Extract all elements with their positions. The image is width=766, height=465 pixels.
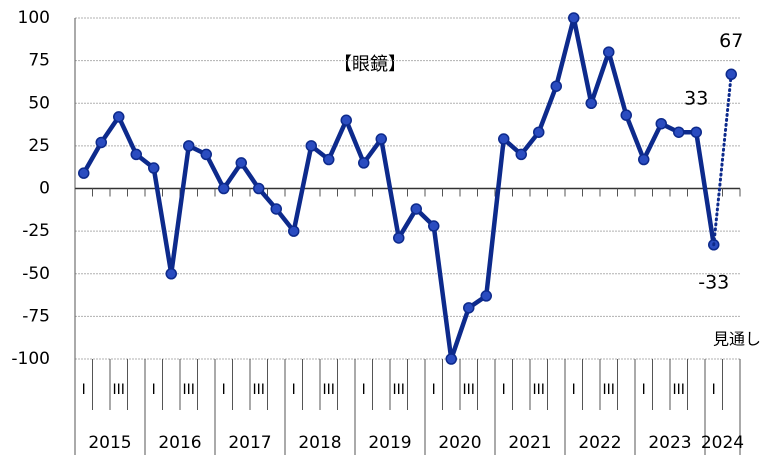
marker	[183, 140, 195, 152]
marker	[445, 353, 457, 365]
quarter-label: I	[502, 382, 506, 398]
quarter-label: III	[113, 382, 125, 398]
marker	[200, 148, 212, 161]
quarter-label: I	[292, 382, 296, 398]
data-label: 33	[684, 88, 708, 110]
marker	[113, 111, 125, 123]
marker	[428, 220, 440, 232]
year-label: 2021	[508, 433, 551, 453]
y-tick-label: -75	[22, 306, 50, 326]
marker	[463, 302, 475, 314]
marker	[655, 117, 667, 130]
marker	[235, 157, 247, 169]
data-label: 67	[719, 30, 743, 52]
marker	[480, 290, 492, 302]
year-label: 2022	[578, 433, 621, 453]
quarter-label: III	[673, 382, 685, 398]
marker	[165, 268, 177, 280]
marker	[95, 136, 107, 149]
forecast-line	[712, 72, 733, 247]
quarter-label: III	[393, 382, 405, 398]
marker	[603, 46, 615, 58]
marker	[620, 109, 632, 121]
quarter-label: III	[533, 382, 545, 398]
marker	[288, 225, 300, 237]
y-tick-label: -25	[22, 221, 50, 241]
year-label: 2018	[298, 433, 341, 453]
marker	[585, 97, 597, 109]
marker	[323, 153, 335, 166]
marker	[533, 126, 545, 138]
y-tick-label: 25	[28, 136, 50, 156]
quarter-label: III	[183, 382, 195, 398]
marker	[638, 153, 650, 166]
year-label: 2023	[648, 433, 691, 453]
quarter-label: I	[642, 382, 646, 398]
quarter-label: III	[323, 382, 335, 398]
marker	[673, 126, 685, 138]
y-tick-label: -50	[22, 264, 50, 284]
marker	[375, 133, 387, 145]
y-tick-label: 50	[28, 93, 50, 113]
quarter-label: I	[152, 382, 156, 398]
marker	[358, 157, 370, 169]
marker	[498, 133, 510, 145]
marker	[130, 148, 142, 161]
marker	[410, 203, 422, 215]
quarter-label: III	[603, 382, 615, 398]
year-label: 2024	[701, 433, 744, 453]
quarter-label: III	[253, 382, 265, 398]
quarter-label: I	[362, 382, 366, 398]
marker	[340, 114, 352, 127]
quarter-label: I	[82, 382, 86, 398]
chart-title: 【眼鏡】	[334, 54, 406, 75]
data-label: -33	[698, 271, 729, 293]
year-label: 2015	[88, 433, 131, 453]
marker	[550, 80, 562, 92]
marker	[725, 68, 737, 81]
year-label: 2016	[158, 433, 201, 453]
quarter-label: I	[222, 382, 226, 398]
quarter-label: I	[432, 382, 436, 398]
y-tick-label: 100	[18, 8, 50, 28]
marker	[78, 167, 90, 179]
marker	[253, 182, 265, 195]
marker	[568, 12, 580, 24]
y-tick-label: -100	[11, 349, 50, 369]
year-label: 2019	[368, 433, 411, 453]
marker	[393, 232, 405, 244]
quarter-label: I	[712, 382, 716, 398]
marker	[218, 182, 230, 195]
quarter-label: III	[463, 382, 475, 398]
marker	[148, 162, 160, 174]
legend-label: 見通し	[713, 330, 761, 349]
quarter-label: I	[572, 382, 576, 398]
marker	[270, 203, 282, 215]
marker	[515, 148, 527, 161]
marker	[305, 140, 317, 152]
marker	[690, 126, 702, 138]
year-label: 2017	[228, 433, 271, 453]
y-tick-label: 0	[39, 179, 50, 199]
year-label: 2020	[438, 433, 481, 453]
y-tick-label: 75	[28, 51, 50, 71]
